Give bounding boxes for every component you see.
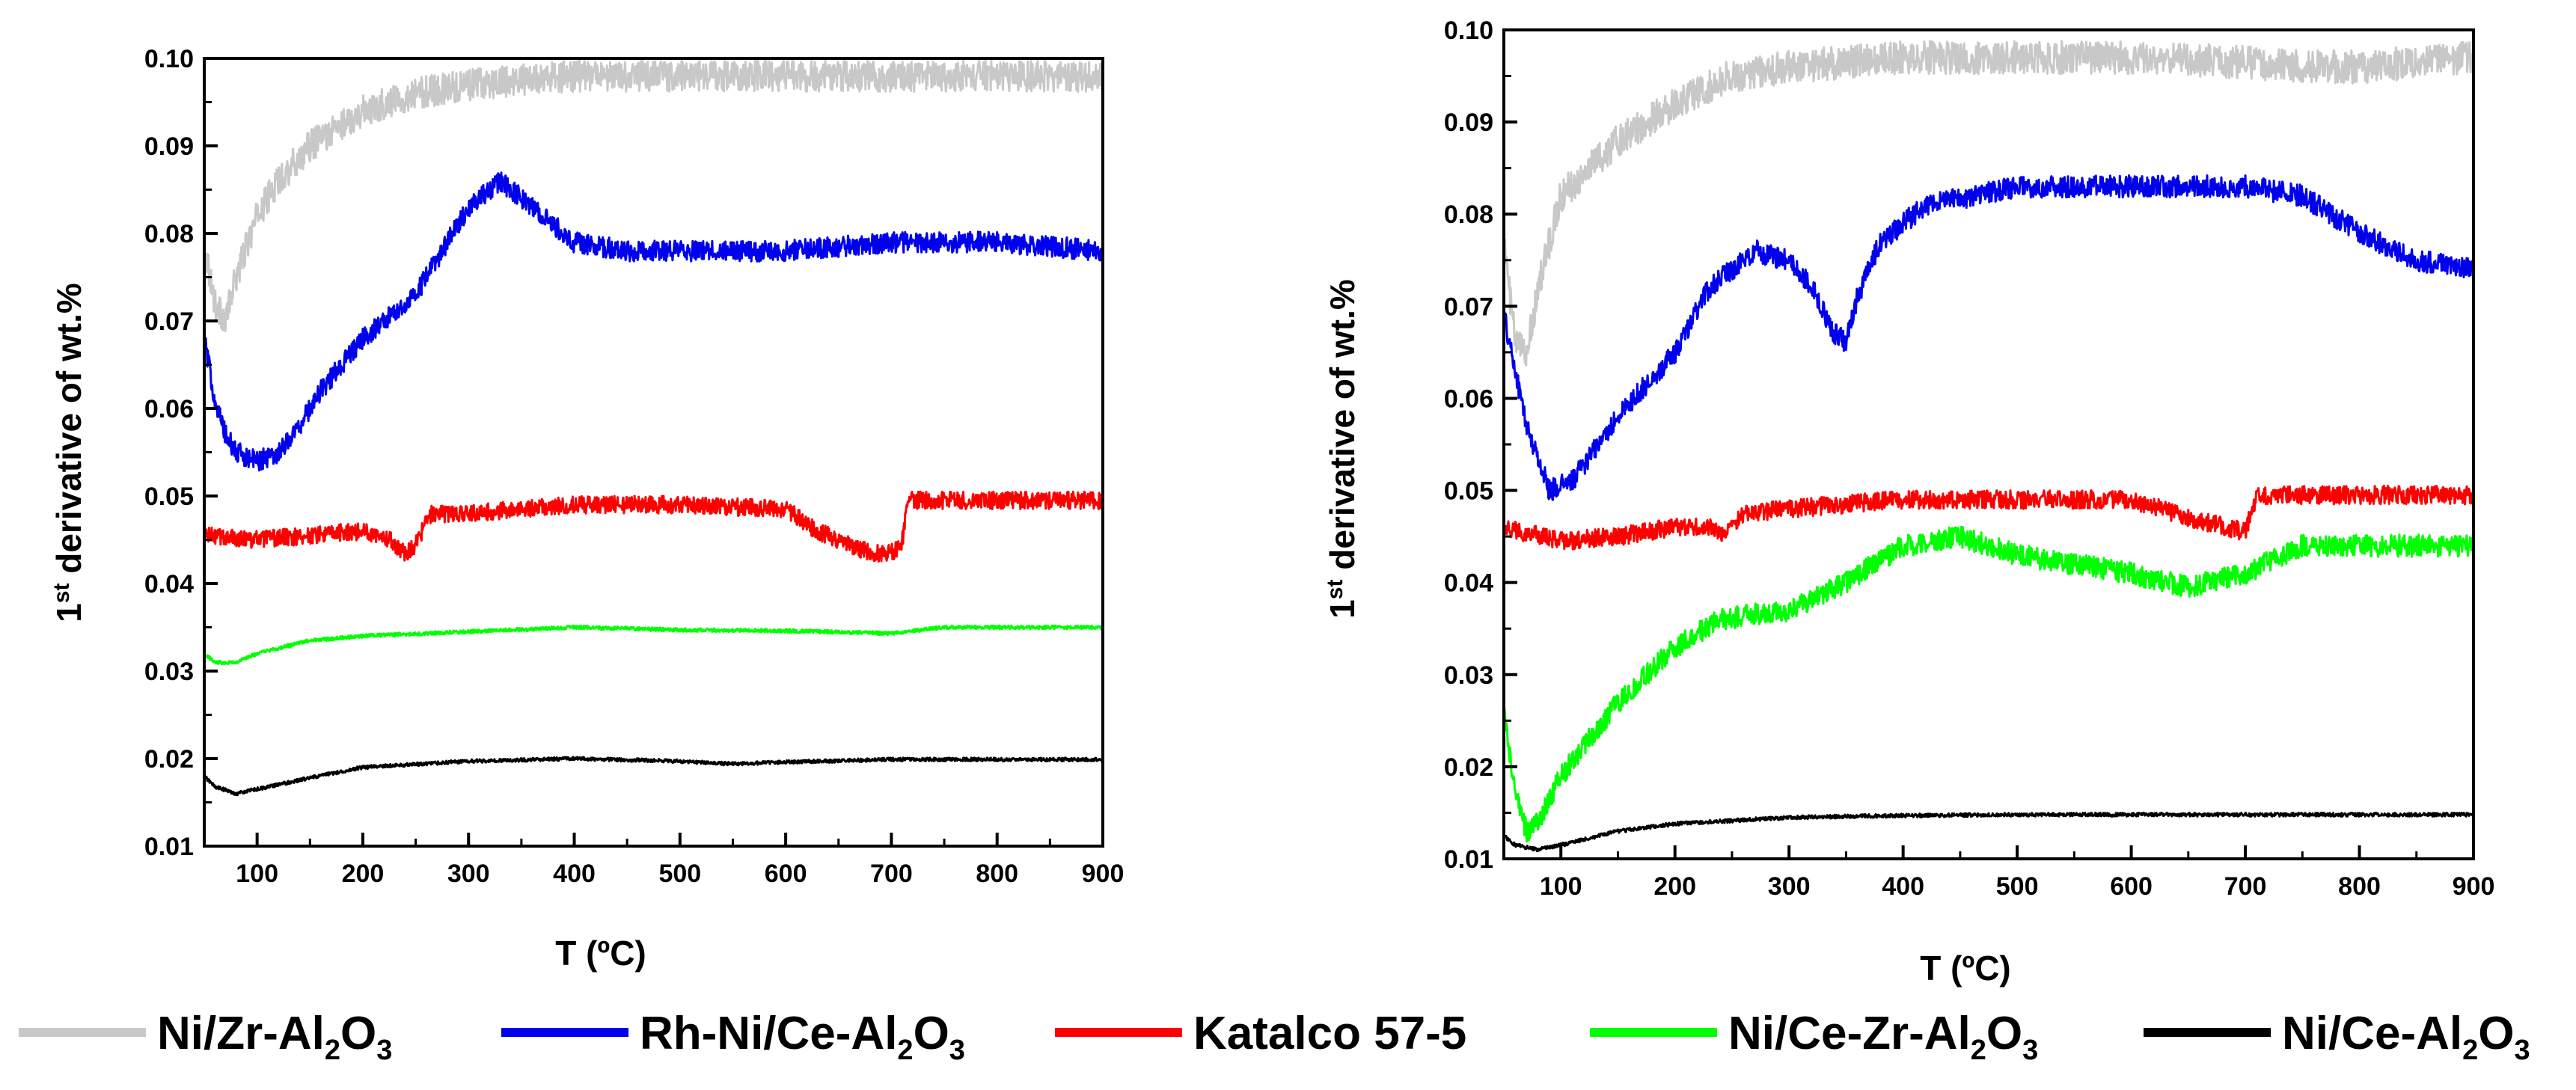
y-tick-label: 0.02 (1444, 753, 1493, 782)
legend-label: Rh-Ni/Ce-Al2O3 (640, 1008, 965, 1066)
x-tick-label: 100 (1540, 872, 1582, 901)
series-line-ni-zr-al2o3 (203, 59, 1104, 332)
plot-frame (203, 57, 1104, 848)
series-line-ni-ce-zr-al2o3 (1502, 525, 2475, 843)
legend-label: Ni/Ce-Al2O3 (2282, 1008, 2530, 1066)
x-tick-label: 700 (2224, 872, 2267, 901)
plot-frame (1502, 28, 2475, 860)
y-tick-label: 0.10 (1444, 16, 1493, 45)
series-line-rh-ni-ce-al2o3 (203, 171, 1104, 472)
x-tick-label: 800 (2338, 872, 2381, 901)
x-tick-label: 600 (2110, 872, 2153, 901)
legend: Ni/Zr-Al2O3 Rh-Ni/Ce-Al2O3 Katalco 57-5 … (19, 1008, 2530, 1066)
y-tick-label: 0.03 (1444, 661, 1493, 690)
y-tick-label: 0.01 (1444, 845, 1493, 874)
series-line-ni-ce-al2o3 (1502, 812, 2475, 853)
series-line-ni-ce-zr-al2o3 (203, 624, 1104, 666)
right-x-axis-title: T (ºC) (1920, 949, 2011, 988)
series-line-rh-ni-ce-al2o3 (1502, 174, 2475, 501)
x-tick-label: 300 (447, 860, 490, 888)
x-tick-label: 100 (236, 860, 278, 888)
right-chart-panel: 100 200 300 400 500 600 700 800 900 0.01 0.02 0.03 0… (1323, 16, 2494, 988)
x-tick-label: 300 (1768, 872, 1811, 901)
y-tick-label: 0.08 (144, 220, 194, 248)
legend-item-ni-ce-zr-al2o3: Ni/Ce-Zr-Al2O3 (1590, 1008, 2038, 1066)
x-tick-label: 600 (765, 860, 807, 888)
y-tick-label: 0.05 (144, 483, 194, 511)
x-tick-label: 200 (1653, 872, 1696, 901)
y-tick-label: 0.07 (144, 307, 194, 336)
y-tick-label: 0.07 (1444, 293, 1493, 321)
y-tick-label: 0.09 (144, 132, 194, 161)
y-tick-label: 0.05 (1444, 477, 1493, 506)
right-y-axis-title: 1st derivative of wt.% (1323, 279, 1362, 619)
y-tick-label: 0.09 (1444, 108, 1493, 137)
series-line-ni-ce-al2o3 (204, 756, 1104, 797)
x-tick-label: 900 (2453, 872, 2495, 901)
legend-item-ni-zr-al2o3: Ni/Zr-Al2O3 (19, 1008, 392, 1066)
left-x-axis-title: T (ºC) (555, 934, 646, 973)
x-tick-label: 700 (870, 860, 913, 888)
series-line-katalco-57-5 (203, 490, 1104, 563)
y-tick-label: 0.08 (1444, 200, 1493, 229)
legend-item-ni-ce-al2o3: Ni/Ce-Al2O3 (2144, 1008, 2530, 1066)
left-y-axis-title: 1st derivative of wt.% (49, 283, 88, 622)
legend-item-katalco-57-5: Katalco 57-5 (1055, 1008, 1466, 1059)
x-tick-label: 900 (1082, 860, 1125, 888)
x-tick-label: 400 (1882, 872, 1924, 901)
x-tick-label: 500 (658, 860, 701, 888)
series-line-katalco-57-5 (1502, 484, 2475, 551)
y-tick-label: 0.10 (144, 45, 194, 73)
y-tick-label: 0.06 (144, 395, 194, 423)
legend-label: Ni/Ce-Zr-Al2O3 (1728, 1008, 2038, 1066)
series-line-ni-zr-al2o3 (1502, 40, 2475, 367)
y-tick-label: 0.06 (1444, 385, 1493, 413)
left-chart-panel: 100 200 300 400 500 600 700 800 900 0.01 0.02 0.03 0… (49, 45, 1124, 973)
y-tick-label: 0.02 (144, 745, 194, 774)
x-tick-label: 800 (976, 860, 1018, 888)
y-tick-label: 0.01 (144, 833, 194, 861)
y-tick-label: 0.04 (1444, 569, 1493, 598)
y-tick-label: 0.04 (144, 570, 194, 598)
y-tick-label: 0.03 (144, 658, 194, 686)
x-tick-label: 400 (553, 860, 596, 888)
x-tick-label: 500 (1996, 872, 2039, 901)
legend-label: Katalco 57-5 (1193, 1008, 1466, 1059)
legend-item-rh-ni-ce-al2o3: Rh-Ni/Ce-Al2O3 (501, 1008, 965, 1066)
legend-label: Ni/Zr-Al2O3 (157, 1008, 392, 1066)
x-tick-label: 200 (342, 860, 385, 888)
